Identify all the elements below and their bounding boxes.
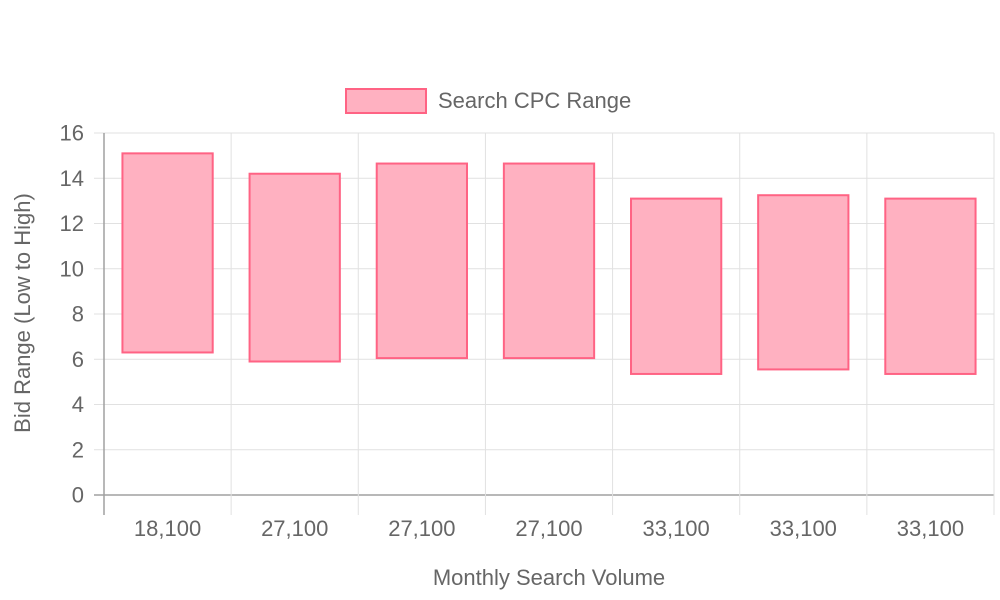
range-bar[interactable] <box>884 197 977 375</box>
y-tick-label: 12 <box>60 211 84 236</box>
legend-swatch <box>345 88 427 114</box>
x-axis-ticks: 18,100 27,100 27,100 27,100 33,100 33,100 33,1… <box>134 516 964 541</box>
range-bar[interactable] <box>502 162 596 360</box>
x-tick-label: 18,100 <box>134 516 201 541</box>
y-axis-ticks: 0 2 4 6 8 10 12 14 16 <box>60 121 84 508</box>
y-tick-label: 4 <box>72 392 84 417</box>
range-bar[interactable] <box>375 162 468 360</box>
y-tick-label: 8 <box>72 302 84 327</box>
bars <box>121 152 977 375</box>
x-tick-label: 33,100 <box>897 516 964 541</box>
range-bar[interactable] <box>121 152 214 354</box>
x-tick-label: 27,100 <box>261 516 328 541</box>
x-axis-title: Monthly Search Volume <box>433 565 665 590</box>
y-tick-label: 10 <box>60 256 84 281</box>
y-axis-title: Bid Range (Low to High) <box>10 193 35 433</box>
x-tick-label: 27,100 <box>388 516 455 541</box>
x-tick-label: 33,100 <box>642 516 709 541</box>
legend[interactable]: Search CPC Range <box>345 88 631 114</box>
x-tick-label: 27,100 <box>515 516 582 541</box>
range-bar[interactable] <box>757 194 850 371</box>
range-bar[interactable] <box>248 172 341 363</box>
y-tick-label: 16 <box>60 121 84 146</box>
y-tick-label: 6 <box>72 347 84 372</box>
x-tick-label: 33,100 <box>770 516 837 541</box>
legend-label: Search CPC Range <box>438 88 631 113</box>
y-tick-label: 0 <box>72 483 84 508</box>
y-tick-label: 2 <box>72 437 84 462</box>
y-tick-label: 14 <box>60 166 84 191</box>
range-bar[interactable] <box>630 197 723 375</box>
